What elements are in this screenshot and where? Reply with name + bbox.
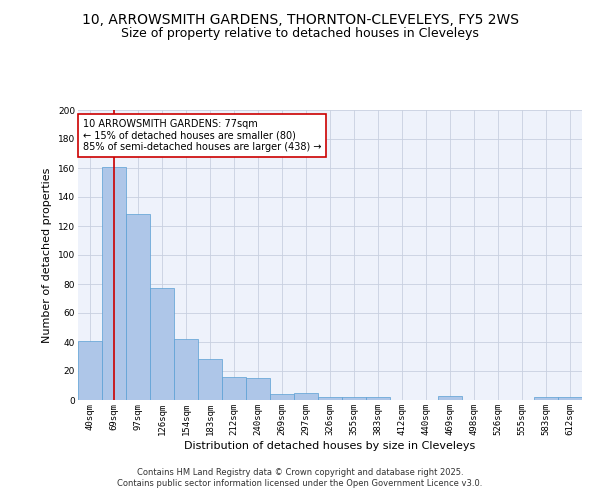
- Bar: [438, 396, 462, 400]
- Bar: [366, 397, 390, 400]
- Bar: [294, 393, 318, 400]
- Bar: [222, 377, 246, 400]
- Text: 10, ARROWSMITH GARDENS, THORNTON-CLEVELEYS, FY5 2WS: 10, ARROWSMITH GARDENS, THORNTON-CLEVELE…: [82, 12, 518, 26]
- Bar: [558, 397, 582, 400]
- Bar: [246, 378, 270, 400]
- X-axis label: Distribution of detached houses by size in Cleveleys: Distribution of detached houses by size …: [184, 440, 476, 450]
- Bar: [342, 397, 366, 400]
- Bar: [198, 360, 222, 400]
- Bar: [78, 340, 102, 400]
- Bar: [318, 397, 342, 400]
- Bar: [102, 166, 126, 400]
- Bar: [126, 214, 150, 400]
- Text: Size of property relative to detached houses in Cleveleys: Size of property relative to detached ho…: [121, 28, 479, 40]
- Text: 10 ARROWSMITH GARDENS: 77sqm
← 15% of detached houses are smaller (80)
85% of se: 10 ARROWSMITH GARDENS: 77sqm ← 15% of de…: [83, 118, 322, 152]
- Text: Contains HM Land Registry data © Crown copyright and database right 2025.
Contai: Contains HM Land Registry data © Crown c…: [118, 468, 482, 487]
- Bar: [174, 339, 198, 400]
- Bar: [534, 397, 558, 400]
- Bar: [150, 288, 174, 400]
- Y-axis label: Number of detached properties: Number of detached properties: [43, 168, 52, 342]
- Bar: [270, 394, 294, 400]
